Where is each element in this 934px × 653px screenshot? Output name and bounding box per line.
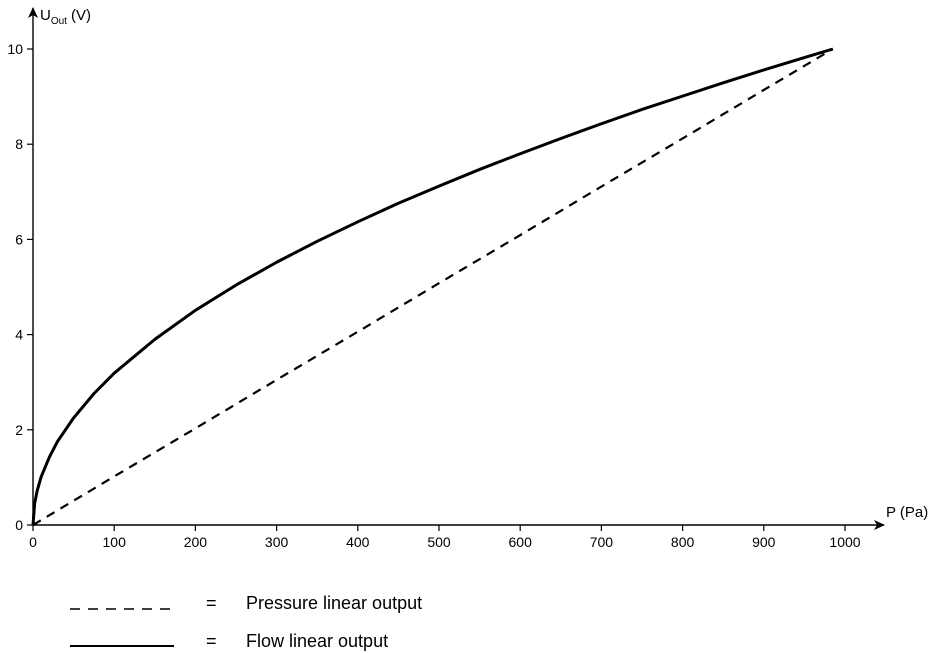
y-axis-ticks: 0 2 4 6 8 10 (7, 41, 33, 533)
series-group (31, 47, 834, 526)
x-axis-label: P (Pa) (886, 504, 928, 521)
x-tick-label: 300 (265, 534, 289, 550)
y-tick-label: 4 (15, 327, 23, 343)
x-tick-label: 700 (590, 534, 614, 550)
x-tick-label: 400 (346, 534, 370, 550)
legend-separator: = (206, 631, 217, 651)
x-tick-label: 900 (752, 534, 776, 550)
x-tick-label: 100 (103, 534, 127, 550)
x-axis-ticks: 0 100 200 300 400 500 600 700 800 900 1000 (29, 525, 861, 550)
legend-label-pressure: Pressure linear output (246, 593, 422, 613)
y-axis-label-subscript: Out (51, 16, 67, 27)
y-tick-label: 0 (15, 517, 23, 533)
legend: = Pressure linear output = Flow linear o… (70, 593, 422, 651)
series-line-flow-linear (31, 47, 834, 526)
x-tick-label: 200 (184, 534, 208, 550)
y-tick-label: 10 (7, 41, 23, 57)
y-axis-label-main: U (40, 7, 51, 24)
y-tick-label: 2 (15, 422, 23, 438)
x-tick-label: 600 (509, 534, 533, 550)
y-tick-label: 6 (15, 231, 23, 247)
y-tick-label: 8 (15, 136, 23, 152)
series-line-pressure-linear (32, 48, 834, 526)
x-tick-label: 500 (427, 534, 451, 550)
legend-label-flow: Flow linear output (246, 631, 388, 651)
x-tick-label: 1000 (829, 534, 860, 550)
x-tick-label: 0 (29, 534, 37, 550)
y-axis-label: UOut (V) (40, 7, 91, 27)
x-tick-label: 800 (671, 534, 695, 550)
legend-separator: = (206, 593, 217, 613)
y-axis-label-unit: (V) (71, 7, 91, 24)
